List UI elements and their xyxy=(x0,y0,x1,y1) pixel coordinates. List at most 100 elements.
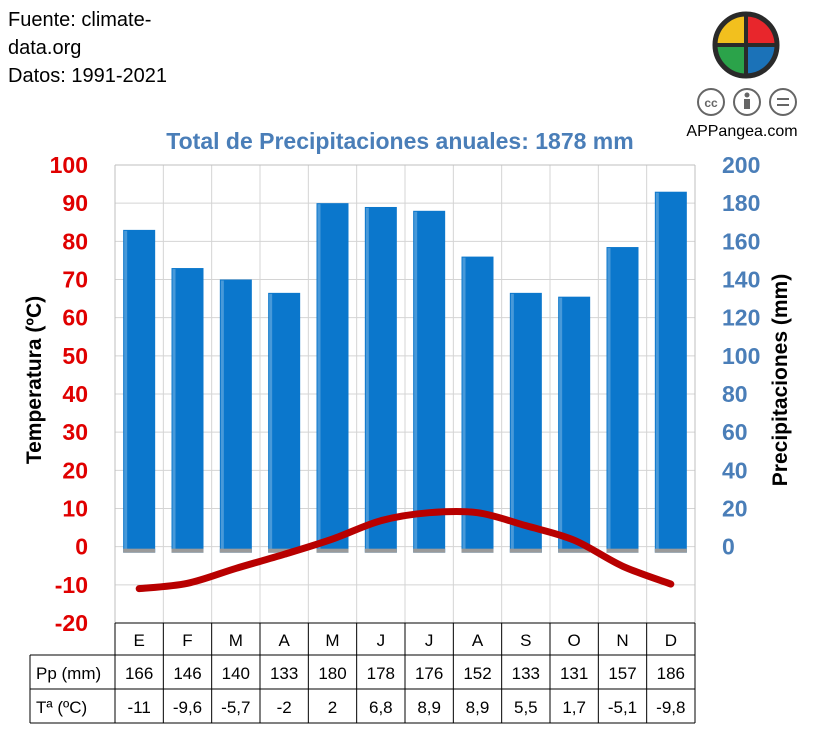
bar-base-strip xyxy=(123,548,156,553)
left-tick-label: -20 xyxy=(55,610,88,636)
logo-quadrant-red xyxy=(746,14,777,45)
precip-bar xyxy=(606,247,639,553)
month-label: E xyxy=(133,631,144,650)
precip-value-cell: 140 xyxy=(222,664,250,683)
left-tick-label: 50 xyxy=(62,343,88,369)
source-line-3: Datos: 1991-2021 xyxy=(8,65,168,87)
month-label: M xyxy=(325,631,339,650)
left-tick-label: 40 xyxy=(62,381,88,407)
by-icon xyxy=(733,88,761,116)
temperature-line xyxy=(135,507,675,593)
temp-value-cell: 2 xyxy=(328,698,337,717)
temp-value-cell: -11 xyxy=(128,698,151,717)
left-tick-label: 100 xyxy=(50,152,88,178)
temp-value-cell: -9,8 xyxy=(656,698,685,717)
bar-base-strip xyxy=(171,548,204,553)
bar-base-strip xyxy=(316,548,349,553)
left-tick-label: 10 xyxy=(62,496,88,522)
svg-text:cc: cc xyxy=(704,96,718,110)
bar-highlight xyxy=(269,293,273,552)
right-tick-label: 80 xyxy=(722,381,748,407)
right-tick-label: 0 xyxy=(722,534,735,560)
table-header-temp: Tª (ºC) xyxy=(36,698,87,717)
bar-base-strip xyxy=(413,548,446,553)
temp-value-cell: -5,7 xyxy=(221,698,250,717)
left-tick-label: 0 xyxy=(75,534,88,560)
month-label: O xyxy=(568,631,581,650)
precip-bar xyxy=(558,296,591,553)
license-icons: cc xyxy=(697,88,797,116)
left-tick-label: 90 xyxy=(62,190,88,216)
month-label: N xyxy=(616,631,628,650)
table-header-precip: Pp (mm) xyxy=(36,664,101,683)
bar-highlight xyxy=(220,280,224,552)
bar-highlight xyxy=(365,207,369,552)
left-tick-label: 60 xyxy=(62,305,88,331)
precip-value-cell: 186 xyxy=(657,664,685,683)
bar-base-strip xyxy=(364,548,397,553)
month-label: M xyxy=(229,631,243,650)
right-tick-label: 60 xyxy=(722,419,748,445)
temp-value-cell: 1,7 xyxy=(562,698,586,717)
month-label: A xyxy=(472,631,484,650)
right-tick-label: 140 xyxy=(722,267,760,293)
bar-base-strip xyxy=(219,548,252,553)
bar-highlight xyxy=(607,248,611,552)
left-axis-label: Temperatura (ºC) xyxy=(23,296,46,464)
right-tick-label: 40 xyxy=(722,457,748,483)
precip-value-cell: 146 xyxy=(173,664,201,683)
brand-name: APPangea.com xyxy=(686,123,798,140)
precip-value-cell: 166 xyxy=(125,664,153,683)
precip-value-cell: 176 xyxy=(415,664,443,683)
temp-value-cell: 8,9 xyxy=(417,698,441,717)
precip-value-cell: 133 xyxy=(270,664,298,683)
precip-bar xyxy=(171,268,204,553)
logo-quadrant-green xyxy=(715,45,746,76)
month-label: J xyxy=(377,631,386,650)
bar-highlight xyxy=(317,204,321,552)
precip-value-cell: 180 xyxy=(318,664,346,683)
source-note: Fuente: climate- data.org Datos: 1991-20… xyxy=(8,6,167,90)
bar-highlight xyxy=(510,293,514,552)
month-label: F xyxy=(182,631,192,650)
data-table: Pp (mm) Tª (ºC) E 166 -11 F 146 -9,6 M 140 -5,7 A 13… xyxy=(29,622,696,724)
precip-bar xyxy=(219,279,252,553)
precip-value-cell: 157 xyxy=(608,664,636,683)
cc-icon: cc xyxy=(697,88,725,116)
precip-bar xyxy=(316,203,349,553)
precip-bar xyxy=(413,210,446,553)
month-label: A xyxy=(278,631,290,650)
logo-quadrant-blue xyxy=(746,45,777,76)
left-tick-label: 20 xyxy=(62,457,88,483)
month-label: J xyxy=(425,631,434,650)
bar-base-strip xyxy=(606,548,639,553)
right-tick-label: 20 xyxy=(722,496,748,522)
precip-bar xyxy=(509,292,542,553)
precip-value-cell: 178 xyxy=(367,664,395,683)
bar-base-strip xyxy=(558,548,591,553)
right-tick-label: 120 xyxy=(722,305,760,331)
month-label: D xyxy=(665,631,677,650)
nd-icon xyxy=(769,88,797,116)
bar-base-strip xyxy=(461,548,494,553)
bar-base-strip xyxy=(654,548,687,553)
bar-highlight xyxy=(172,269,176,552)
source-line-2: data.org xyxy=(8,37,82,59)
bar-base-strip xyxy=(509,548,542,553)
source-line-1: Fuente: climate- xyxy=(8,9,152,31)
precip-value-cell: 131 xyxy=(560,664,588,683)
right-tick-label: 100 xyxy=(722,343,760,369)
appangea-logo xyxy=(712,11,780,79)
precip-bars xyxy=(123,191,687,553)
precip-bar xyxy=(364,206,397,553)
temp-value-cell: 6,8 xyxy=(369,698,393,717)
precip-bar xyxy=(654,191,687,553)
precip-bar xyxy=(461,256,494,553)
month-label: S xyxy=(520,631,531,650)
precip-value-cell: 133 xyxy=(512,664,540,683)
precip-bar xyxy=(123,229,156,553)
precip-bar xyxy=(268,292,301,553)
